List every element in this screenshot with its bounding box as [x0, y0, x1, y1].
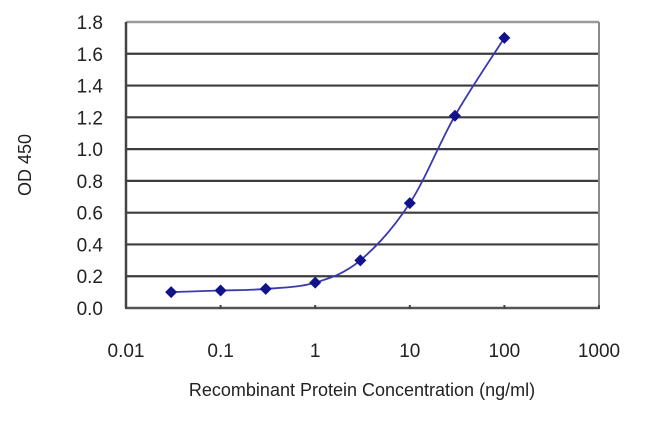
x-tick-label: 1000	[578, 341, 620, 362]
x-tick-label: 0.01	[108, 341, 145, 362]
x-axis-tick-labels: 0.01 0.1 1 10 100 1000	[108, 341, 621, 362]
x-tick-label: 1	[310, 341, 321, 362]
data-point-diamond-marker	[165, 286, 178, 299]
data-point-diamond-marker	[498, 31, 511, 44]
y-axis-title: OD 450	[15, 134, 35, 196]
y-tick-label: 0.8	[77, 172, 103, 193]
y-tick-label: 0.2	[77, 267, 103, 288]
data-point-diamond-marker	[259, 282, 272, 295]
y-tick-label: 0.6	[77, 204, 103, 225]
y-tick-label: 0.4	[77, 235, 104, 256]
x-tick-label: 0.1	[207, 341, 233, 362]
data-point-diamond-marker	[354, 254, 367, 267]
y-tick-label: 0.0	[77, 299, 103, 320]
y-axis-tick-labels: 0.0 0.2 0.4 0.6 0.8 1.0 1.2 1.4 1.6 1.8	[77, 13, 104, 320]
data-point-diamond-marker	[448, 109, 461, 122]
data-point-diamond-marker	[309, 276, 322, 289]
series-line	[171, 37, 506, 294]
y-tick-label: 1.6	[77, 45, 103, 66]
gridlines	[126, 20, 599, 278]
y-tick-label: 1.4	[77, 77, 104, 98]
data-point-diamond-marker	[214, 284, 227, 297]
x-axis-title: Recombinant Protein Concentration (ng/ml…	[189, 380, 535, 400]
data-point-diamond-marker	[403, 197, 416, 210]
y-tick-label: 1.2	[77, 108, 103, 129]
data-series	[165, 31, 511, 299]
y-tick-label: 1.8	[77, 13, 103, 34]
x-tick-label: 100	[489, 341, 521, 362]
y-tick-label: 1.0	[77, 140, 103, 161]
x-tick-label: 10	[399, 341, 420, 362]
plot-frame	[124, 21, 600, 310]
